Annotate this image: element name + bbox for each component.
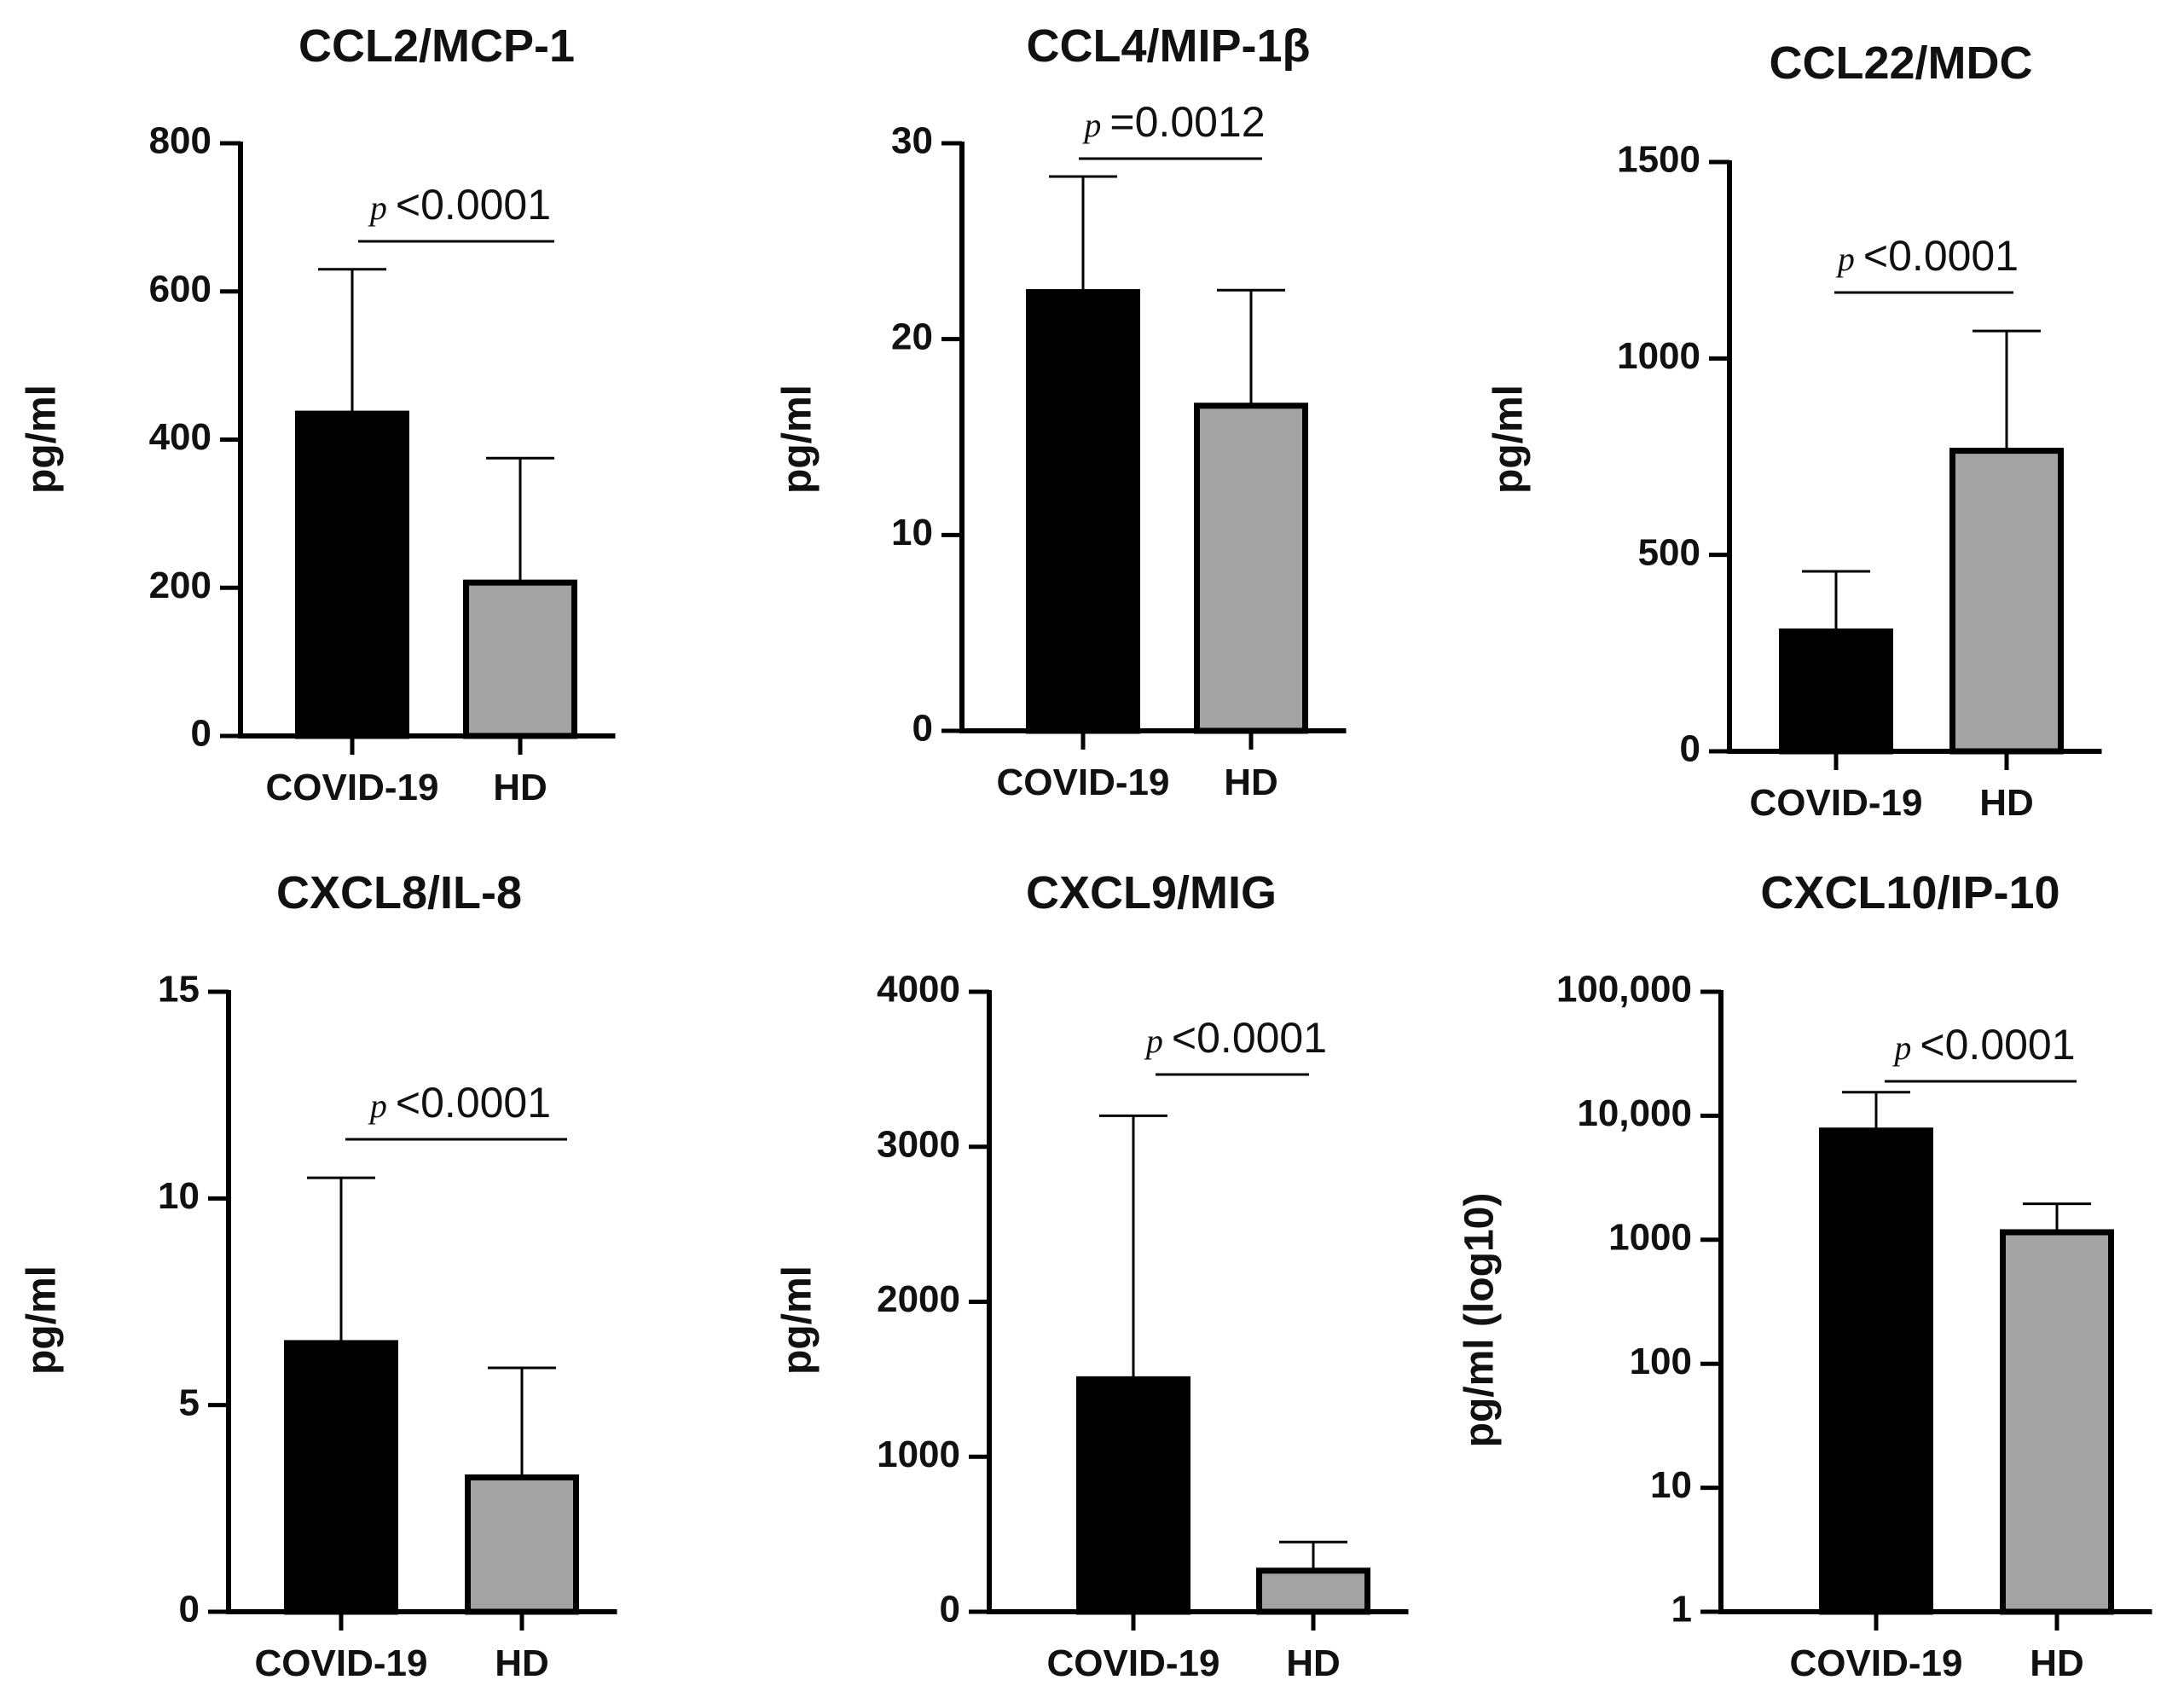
y-axis-label: pg/ml	[20, 385, 65, 494]
y-tick-label: 1000	[877, 1434, 960, 1475]
x-tick-label: COVID-19	[997, 762, 1170, 803]
chart-panel-4: CXCL8/IL-8 pg/ml COVID-19 HD 0 5 10 15 p <0.0001	[20, 867, 617, 1684]
y-tick-label: 10	[158, 1175, 200, 1217]
p-value: <0.0001	[396, 181, 551, 229]
x-tick-label: HD	[495, 1642, 549, 1684]
y-tick-label: 3000	[877, 1123, 960, 1165]
y-axis-label: pg/ml	[20, 1266, 65, 1375]
y-tick-label: 15	[158, 969, 200, 1011]
y-tick-label: 4000	[877, 969, 960, 1011]
y-tick-label: 800	[149, 120, 211, 162]
bar-hd	[1256, 1567, 1370, 1615]
p-symbol: p	[368, 188, 396, 227]
y-tick-label: 30	[891, 120, 933, 162]
y-tick-label: 0	[191, 713, 211, 755]
p-value-label: p <0.0001	[1144, 1014, 1327, 1062]
p-value-label: p <0.0001	[368, 181, 551, 229]
x-tick-label: HD	[2030, 1642, 2084, 1684]
y-tick-label: 100	[1630, 1341, 1692, 1382]
y-axis-label: pg/ml	[1486, 385, 1532, 494]
bar-covid-19	[284, 1340, 398, 1615]
y-tick-label: 0	[940, 1589, 960, 1631]
y-tick-label: 1500	[1617, 139, 1700, 181]
y-tick-label: 600	[149, 268, 211, 310]
bar-hd	[2000, 1229, 2114, 1615]
x-tick-label: COVID-19	[1790, 1642, 1963, 1684]
chart-title: CCL4/MIP-1β	[1027, 20, 1311, 72]
p-symbol: p	[1891, 1028, 1920, 1067]
p-value: <0.0001	[1172, 1014, 1327, 1062]
x-tick-label: HD	[1979, 782, 2034, 824]
y-tick-label: 2000	[877, 1278, 960, 1320]
chart-panel-5: CXCL9/MIG pg/ml COVID-19 HD 0 1000 2000 3000 400…	[775, 867, 1409, 1684]
x-tick-label: HD	[493, 767, 547, 808]
y-axis-label: pg/ml	[775, 1266, 820, 1375]
p-symbol: p	[1144, 1022, 1172, 1060]
y-tick-label: 5	[179, 1382, 200, 1423]
bar-covid-19	[1819, 1127, 1933, 1615]
x-tick-label: HD	[1286, 1642, 1341, 1684]
bar-hd	[1194, 403, 1308, 734]
y-tick-label: 0	[912, 708, 933, 750]
x-tick-label: COVID-19	[255, 1642, 428, 1684]
x-tick-label: COVID-19	[1047, 1642, 1220, 1684]
p-symbol: p	[1081, 106, 1109, 144]
chart-title: CXCL9/MIG	[1026, 867, 1277, 918]
y-axis-label: pg/ml	[775, 385, 820, 494]
y-tick-label: 400	[149, 416, 211, 458]
y-tick-label: 500	[1638, 531, 1700, 573]
p-value: <0.0001	[1863, 232, 2019, 280]
x-tick-label: COVID-19	[266, 767, 439, 808]
p-symbol: p	[1835, 240, 1863, 278]
chart-title: CCL22/MDC	[1769, 38, 2032, 89]
p-symbol: p	[368, 1086, 396, 1125]
bar-covid-19	[1076, 1376, 1190, 1615]
x-tick-label: COVID-19	[1750, 782, 1923, 824]
bar-covid-19	[1779, 628, 1893, 755]
bar-hd	[1949, 448, 2064, 755]
p-value-label: p <0.0001	[368, 1079, 551, 1127]
chart-title: CXCL8/IL-8	[276, 867, 522, 918]
y-tick-label: 10	[1650, 1464, 1692, 1506]
y-tick-label: 200	[149, 565, 211, 606]
bar-hd	[465, 1474, 579, 1615]
y-tick-label: 0	[179, 1589, 200, 1631]
chart-panel-2: CCL4/MIP-1β pg/ml COVID-19 HD 0 10 20 30 p =0.00…	[775, 20, 1347, 803]
y-tick-label: 1000	[1617, 335, 1700, 377]
bar-covid-19	[295, 410, 409, 739]
y-tick-label: 100,000	[1556, 969, 1692, 1011]
chart-title: CCL2/MCP-1	[298, 20, 575, 72]
y-tick-label: 1000	[1608, 1216, 1692, 1258]
p-value: <0.0001	[1920, 1021, 2075, 1069]
y-axis-label: pg/ml (log10)	[1457, 1193, 1503, 1448]
p-value-label: p =0.0012	[1081, 98, 1265, 146]
x-tick-label: HD	[1224, 762, 1278, 803]
bar-covid-19	[1026, 289, 1140, 734]
y-tick-label: 10,000	[1577, 1092, 1692, 1134]
chart-panel-1: CCL2/MCP-1 pg/ml COVID-19 HD 0 200 400 600 800 p …	[20, 20, 616, 808]
chart-title: CXCL10/IP-10	[1760, 867, 2059, 918]
chart-panel-3: CCL22/MDC pg/ml COVID-19 HD 0 500 1000 1500 p <0…	[1486, 38, 2102, 824]
p-value: <0.0001	[396, 1079, 551, 1127]
chart-panel-6: CXCL10/IP-10 pg/ml (log10) COVID-19 HD 1 10 10…	[1457, 867, 2152, 1684]
bar-hd	[463, 579, 577, 739]
p-value-label: p <0.0001	[1891, 1021, 2075, 1069]
p-value-label: p <0.0001	[1835, 232, 2019, 280]
y-tick-label: 1	[1671, 1589, 1692, 1631]
y-tick-label: 20	[891, 316, 933, 357]
y-tick-label: 10	[891, 512, 933, 553]
p-value: =0.0012	[1109, 98, 1265, 146]
y-tick-label: 0	[1680, 728, 1700, 770]
